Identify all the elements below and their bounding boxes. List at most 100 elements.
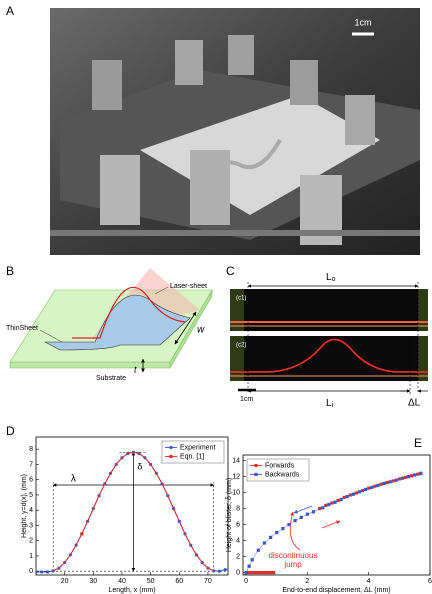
point (342, 495, 346, 499)
point (265, 571, 270, 575)
y-tick-label: 10 (232, 489, 240, 496)
y-tick-label: 4 (236, 537, 240, 544)
point (275, 531, 279, 535)
x-axis-label: Length, x (mm) (108, 587, 155, 594)
substrate-label: Substrate (96, 375, 126, 382)
point (345, 495, 349, 499)
laser-images (230, 282, 428, 394)
scale-label: 1cm (240, 396, 253, 403)
x-tick-label: 50 (147, 578, 155, 585)
plot-frame (242, 454, 431, 576)
point (40, 570, 44, 574)
x-tick-label: 20 (61, 578, 69, 585)
y-tick-label: 2 (29, 538, 33, 545)
point (348, 493, 352, 497)
point (244, 571, 248, 575)
point (351, 492, 355, 496)
point (268, 571, 273, 575)
point (293, 519, 297, 523)
y-tick-label: 6 (236, 521, 240, 528)
y-tick-label: 0 (29, 568, 33, 575)
annotation: discontinuous (269, 551, 318, 560)
point (247, 571, 251, 575)
inner-length: Li (326, 398, 334, 409)
sheet-label: ThinSheet (6, 325, 38, 332)
y-tick-label: 6 (29, 477, 33, 484)
legend-marker (169, 454, 173, 459)
point (419, 471, 423, 475)
point (382, 481, 386, 485)
y-tick-label: 12 (232, 473, 240, 480)
point (217, 569, 222, 573)
point (324, 503, 328, 507)
point (330, 501, 334, 505)
setup-diagram (9, 268, 213, 373)
point (339, 497, 343, 501)
legend-box (161, 440, 225, 464)
point (388, 480, 392, 484)
top-length: Lo (326, 272, 336, 283)
x-tick-label: 70 (204, 578, 212, 585)
y-tick-label: 2 (236, 553, 240, 560)
legend-label: Eqn. [1] (180, 453, 204, 460)
legend-label: Forwards (265, 462, 295, 469)
delta-label: ΔL (408, 398, 421, 409)
point (247, 564, 251, 568)
x-tick-label: 6 (428, 578, 432, 585)
point (394, 478, 398, 482)
point (36, 570, 38, 574)
point (272, 571, 276, 575)
y-tick-label: 3 (29, 522, 33, 529)
point (305, 512, 309, 516)
point (364, 487, 368, 491)
y-tick-label: 4 (29, 507, 33, 514)
y-tick-label: 5 (29, 492, 33, 499)
photo (50, 8, 420, 255)
width-label: w (197, 325, 205, 336)
x-tick-label: 30 (89, 578, 97, 585)
point (80, 532, 84, 536)
point (223, 568, 227, 572)
point (45, 570, 50, 574)
thickness-label: t (134, 364, 137, 374)
point (250, 571, 254, 575)
point (400, 476, 405, 480)
x-tick-label: 0 (244, 578, 248, 585)
point (333, 500, 337, 504)
y-tick-label: 14 (232, 457, 240, 464)
point (406, 475, 411, 479)
direction-arrow (293, 505, 313, 514)
panel-label: C (226, 264, 235, 278)
series-line (52, 451, 214, 572)
frame-label: (c2) (236, 343, 246, 349)
point (262, 541, 267, 545)
x-tick-label: 40 (118, 578, 126, 585)
panel-label: B (6, 264, 14, 278)
point (327, 503, 331, 507)
panel-label: A (6, 4, 14, 18)
jump-arrow (289, 511, 301, 551)
point (262, 571, 267, 575)
point (268, 535, 273, 539)
point (413, 473, 417, 477)
point (318, 507, 322, 511)
point (256, 571, 260, 575)
legend-marker (169, 445, 173, 450)
point (321, 506, 325, 510)
point (299, 515, 303, 519)
y-tick-label: 0 (236, 569, 240, 576)
x-tick-label: 4 (367, 578, 371, 585)
x-tick-label: 60 (175, 578, 183, 585)
scale-label: 1cm (354, 17, 371, 27)
legend-label: Backwards (265, 471, 300, 478)
panel-label: E (414, 436, 422, 450)
y-tick-label: 8 (29, 446, 33, 453)
legend-label: Experiment (180, 444, 215, 451)
y-axis-label: Height of blister, δ (mm) (226, 478, 233, 552)
point (370, 485, 374, 489)
y-tick-label: 8 (236, 505, 240, 512)
direction-arrow (321, 520, 341, 529)
legend-marker (254, 472, 258, 477)
point (311, 510, 316, 514)
